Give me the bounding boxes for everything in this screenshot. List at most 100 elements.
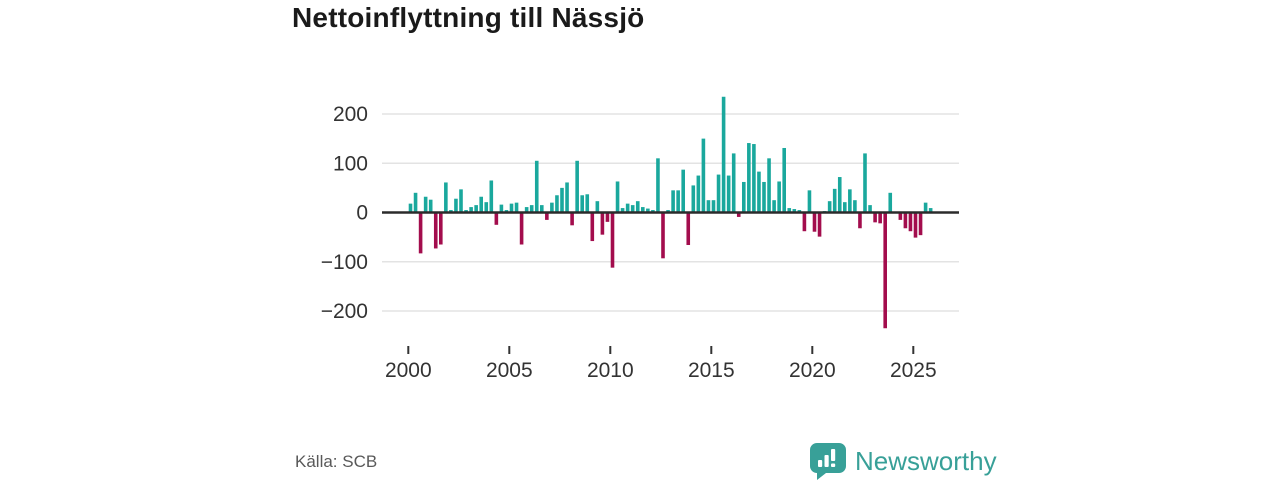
bar — [883, 212, 887, 329]
bar — [747, 143, 751, 213]
newsworthy-logo: Newsworthy — [810, 443, 997, 480]
bar — [721, 96, 726, 213]
bar — [600, 212, 605, 235]
y-axis-tick-label: −100 — [321, 251, 368, 274]
y-axis-tick-label: 200 — [333, 103, 368, 126]
y-axis-tick-label: −200 — [321, 300, 368, 323]
bar — [565, 182, 569, 213]
bar — [716, 174, 721, 213]
y-axis-tick-label: 100 — [333, 152, 368, 175]
bar — [656, 158, 660, 213]
bar — [706, 200, 711, 213]
bar — [731, 153, 736, 213]
bar — [767, 158, 771, 213]
x-axis-tick-label: 2020 — [789, 359, 836, 382]
bar — [580, 195, 584, 213]
bar — [534, 160, 539, 213]
bar — [423, 196, 428, 213]
bar — [469, 207, 473, 213]
bar — [509, 203, 514, 213]
bar — [408, 203, 413, 213]
bar — [807, 190, 812, 213]
bar — [428, 199, 433, 213]
bar — [545, 212, 549, 220]
bar — [433, 212, 438, 249]
bar — [625, 203, 630, 213]
bar — [413, 192, 418, 213]
bar — [772, 200, 776, 213]
bar — [918, 212, 923, 236]
bar — [817, 212, 822, 237]
bar — [802, 212, 807, 232]
bar — [570, 212, 574, 226]
bar — [752, 144, 756, 213]
bar — [514, 202, 519, 213]
bar — [853, 200, 857, 213]
bar — [873, 212, 877, 223]
y-axis-tick-label: 0 — [356, 202, 368, 225]
bar — [843, 202, 847, 213]
bar — [585, 194, 590, 213]
bar — [701, 138, 706, 213]
bar — [812, 212, 817, 232]
bar — [489, 180, 494, 213]
bar — [913, 212, 918, 238]
bar — [711, 200, 716, 213]
bar — [671, 190, 675, 213]
bar — [777, 181, 781, 213]
bar — [524, 207, 529, 213]
bar — [661, 212, 665, 259]
bar — [726, 175, 731, 213]
bar — [560, 187, 564, 213]
bar — [691, 185, 696, 213]
bar — [888, 192, 893, 213]
bar — [595, 201, 600, 213]
bar — [782, 147, 786, 213]
bar — [439, 212, 443, 245]
bar — [459, 189, 463, 213]
bar — [519, 212, 524, 245]
bar — [742, 181, 746, 213]
bar — [474, 205, 478, 213]
bar — [787, 208, 792, 213]
bar — [499, 204, 504, 213]
bar — [610, 212, 615, 268]
bar — [863, 153, 867, 213]
bar — [736, 212, 741, 217]
bar — [923, 202, 928, 213]
bar — [686, 212, 691, 246]
bar — [635, 201, 640, 213]
bar — [479, 196, 483, 213]
bar — [620, 208, 625, 213]
newsworthy-logo-text: Newsworthy — [855, 446, 997, 476]
bar — [555, 195, 559, 213]
bar — [454, 198, 458, 213]
bar — [908, 212, 913, 232]
source-note: Källa: SCB — [295, 452, 378, 471]
bar — [494, 212, 499, 225]
bar — [762, 181, 766, 213]
bar — [529, 205, 534, 213]
bar — [641, 207, 645, 213]
bar — [837, 177, 842, 213]
bar — [646, 208, 650, 213]
x-axis-tick-label: 2015 — [688, 359, 735, 382]
bar — [444, 182, 448, 213]
x-axis-tick-label: 2025 — [890, 359, 937, 382]
bar — [757, 171, 761, 213]
x-axis-tick-label: 2000 — [385, 359, 432, 382]
bar — [540, 205, 544, 213]
bar — [903, 212, 908, 229]
bar — [878, 212, 882, 224]
bar — [590, 212, 595, 242]
bar — [858, 212, 862, 229]
bar — [696, 175, 701, 213]
bar — [898, 212, 903, 220]
bar — [792, 209, 797, 213]
newsworthy-bubble-barchart-icon — [810, 443, 846, 480]
bar — [630, 205, 635, 213]
bar — [418, 212, 423, 254]
chart-title: Nettoinflyttning till Nässjö — [292, 2, 645, 33]
